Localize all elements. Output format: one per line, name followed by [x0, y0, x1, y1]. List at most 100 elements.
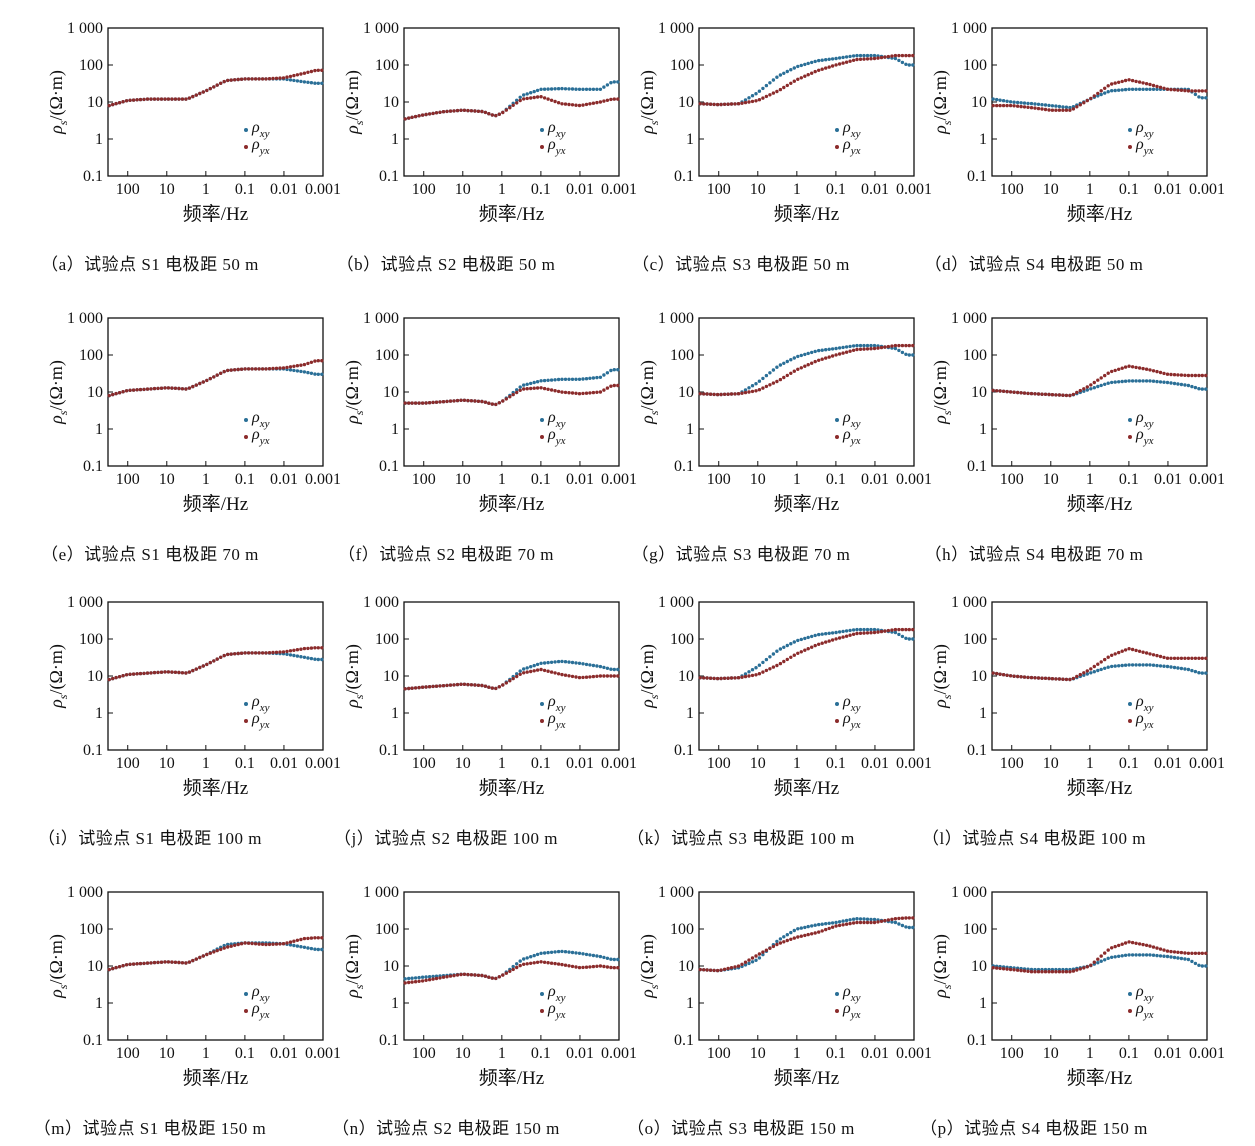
data-point — [194, 93, 198, 97]
x-tick-label: 1 — [202, 471, 210, 488]
data-point — [862, 343, 866, 348]
legend-label: ρxy — [251, 409, 270, 430]
data-point — [556, 101, 561, 105]
data-point — [111, 676, 115, 681]
data-point — [424, 685, 428, 689]
data-point — [1204, 373, 1208, 378]
data-point — [1176, 373, 1180, 377]
data-point — [1050, 108, 1055, 112]
data-point — [226, 942, 230, 947]
data-point — [1186, 89, 1191, 93]
data-point — [563, 673, 568, 677]
y-tick-label: 10 — [678, 958, 694, 975]
x-tick-label: 100 — [412, 1045, 436, 1062]
data-point — [567, 391, 571, 395]
data-point — [138, 671, 143, 676]
legend-marker — [1128, 418, 1132, 422]
data-point — [1193, 385, 1198, 390]
data-point — [1117, 664, 1121, 668]
data-point — [574, 391, 578, 395]
data-point — [487, 401, 491, 405]
data-point — [1172, 373, 1177, 377]
data-point — [820, 357, 824, 361]
data-point — [789, 81, 793, 86]
y-tick-label: 100 — [670, 631, 694, 648]
data-point — [743, 960, 748, 964]
data-point — [285, 941, 289, 945]
data-point — [820, 58, 824, 62]
data-point — [911, 627, 915, 632]
data-point — [441, 110, 446, 114]
data-point — [288, 365, 293, 369]
data-point — [1141, 650, 1145, 654]
data-point — [1015, 104, 1020, 108]
y-tick-label: 1 000 — [67, 884, 103, 901]
data-point — [546, 950, 550, 955]
data-point — [302, 71, 307, 75]
data-point — [1148, 663, 1152, 667]
y-tick-label: 0.1 — [674, 458, 694, 475]
data-point — [803, 648, 807, 652]
data-point — [602, 964, 606, 969]
data-point — [844, 922, 849, 926]
x-tick-label: 0.01 — [861, 471, 889, 488]
data-point — [879, 919, 884, 923]
data-point — [288, 653, 293, 657]
data-point — [803, 352, 807, 357]
data-point — [508, 679, 512, 683]
data-point — [257, 651, 261, 655]
x-axis-label: 频率/Hz — [774, 203, 839, 225]
data-point — [609, 368, 613, 373]
data-point — [705, 102, 709, 106]
data-point — [1186, 957, 1191, 962]
data-point — [1026, 391, 1030, 396]
data-point — [736, 676, 741, 680]
series-yx — [107, 68, 324, 108]
data-point — [806, 351, 810, 356]
data-point — [1005, 389, 1009, 394]
data-point — [149, 387, 153, 391]
data-point — [841, 345, 845, 350]
data-point — [872, 53, 877, 58]
data-point — [1043, 392, 1048, 396]
data-point — [862, 920, 866, 925]
data-point — [858, 53, 863, 58]
data-point — [595, 674, 599, 678]
data-point — [121, 964, 125, 968]
data-point — [824, 922, 828, 926]
data-point — [890, 54, 894, 58]
data-point — [900, 343, 905, 348]
y-tick-label: 1 000 — [67, 594, 103, 611]
data-point — [803, 62, 807, 67]
data-point — [789, 358, 793, 362]
y-tick-label: 100 — [963, 347, 987, 364]
x-tick-label: 0.001 — [1189, 471, 1225, 488]
data-point — [1155, 84, 1159, 89]
data-point — [1057, 108, 1062, 112]
data-point — [522, 93, 526, 97]
data-point — [865, 631, 870, 635]
data-point — [855, 53, 859, 58]
data-point — [584, 965, 589, 969]
data-point — [1061, 393, 1065, 397]
data-point — [302, 945, 307, 949]
data-point — [830, 347, 835, 351]
x-tick-label: 0.01 — [861, 181, 889, 198]
x-tick-label: 0.001 — [1189, 181, 1225, 198]
data-point — [278, 366, 282, 370]
data-point — [584, 87, 589, 92]
data-point — [848, 349, 852, 353]
y-axis-label: ρs/(Ω·m) — [342, 360, 366, 425]
data-point — [1134, 953, 1138, 957]
data-point — [1071, 392, 1076, 397]
data-point — [757, 663, 762, 667]
data-point — [124, 389, 129, 393]
data-point — [810, 924, 814, 928]
data-point — [546, 660, 550, 665]
data-point — [1186, 656, 1191, 660]
data-point — [591, 663, 596, 668]
data-point — [1137, 953, 1142, 957]
x-axis-label: 频率/Hz — [479, 493, 544, 515]
